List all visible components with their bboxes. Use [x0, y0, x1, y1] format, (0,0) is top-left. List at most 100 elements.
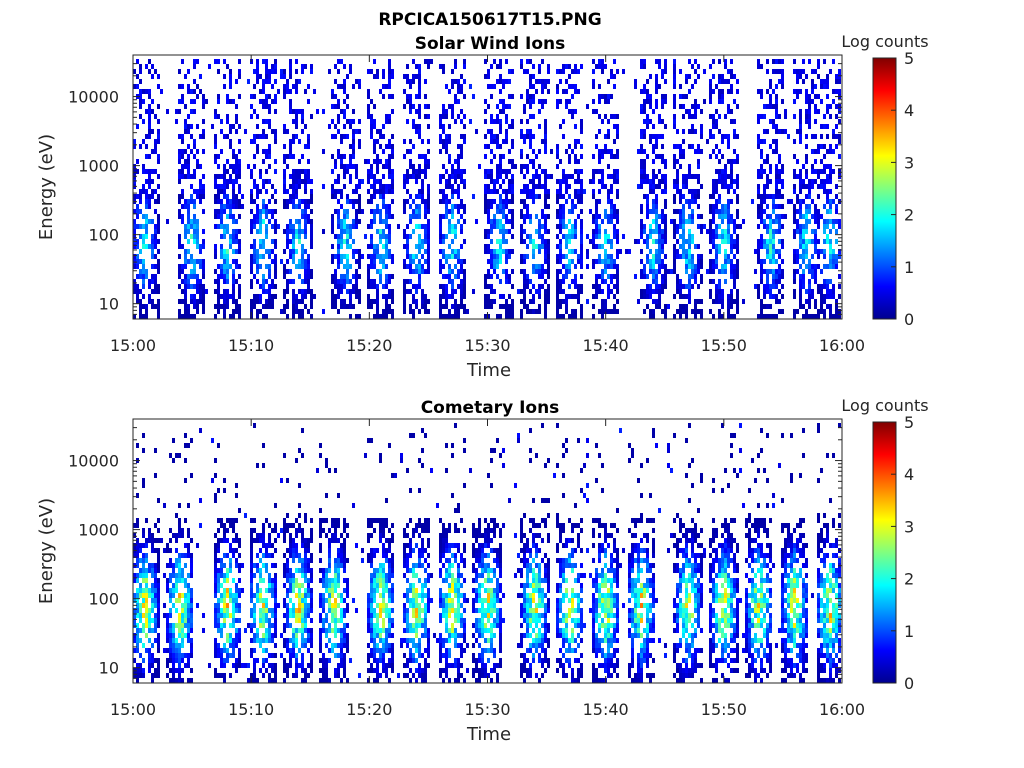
- heatmap-cell: [346, 119, 349, 124]
- heatmap-cell: [235, 204, 238, 209]
- heatmap-cell: [424, 59, 427, 64]
- heatmap-cell: [598, 149, 601, 154]
- heatmap-cell: [148, 588, 151, 593]
- heatmap-cell: [652, 309, 655, 314]
- heatmap-cell: [799, 124, 802, 129]
- heatmap-cell: [151, 234, 154, 239]
- heatmap-cell: [658, 244, 661, 249]
- heatmap-cell: [169, 598, 172, 603]
- heatmap-cell: [781, 294, 784, 299]
- heatmap-cell: [499, 129, 502, 134]
- heatmap-cell: [142, 164, 145, 169]
- heatmap-cell: [184, 553, 187, 558]
- heatmap-cell: [781, 244, 784, 249]
- heatmap-cell: [172, 623, 175, 628]
- heatmap-cell: [505, 139, 508, 144]
- heatmap-cell: [574, 309, 577, 314]
- heatmap-cell: [613, 124, 616, 129]
- heatmap-cell: [478, 164, 481, 169]
- heatmap-cell: [661, 229, 664, 234]
- heatmap-cell: [136, 613, 139, 618]
- heatmap-cell: [457, 174, 460, 179]
- heatmap-cell: [721, 99, 724, 104]
- heatmap-cell: [133, 618, 136, 623]
- heatmap-cell: [223, 304, 226, 309]
- heatmap-cell: [229, 199, 232, 204]
- heatmap-cell: [613, 284, 616, 289]
- heatmap-cell: [187, 154, 190, 159]
- heatmap-cell: [184, 284, 187, 289]
- heatmap-cell: [448, 179, 451, 184]
- heatmap-cell: [217, 69, 220, 74]
- heatmap-cell: [202, 119, 205, 124]
- heatmap-cell: [187, 533, 190, 538]
- heatmap-cell: [568, 294, 571, 299]
- heatmap-cell: [793, 209, 796, 214]
- heatmap-cell: [673, 94, 676, 99]
- heatmap-cell: [655, 284, 658, 289]
- heatmap-cell: [463, 309, 466, 314]
- heatmap-cell: [760, 219, 763, 224]
- heatmap-cell: [412, 214, 415, 219]
- heatmap-cell: [181, 568, 184, 573]
- heatmap-cell: [418, 69, 421, 74]
- heatmap-cell: [793, 174, 796, 179]
- heatmap-cell: [355, 284, 358, 289]
- heatmap-cell: [154, 638, 157, 643]
- heatmap-cell: [403, 154, 406, 159]
- heatmap-cell: [808, 304, 811, 309]
- heatmap-cell: [802, 164, 805, 169]
- heatmap-cell: [178, 578, 181, 583]
- heatmap-cell: [580, 209, 583, 214]
- heatmap-cell: [664, 199, 667, 204]
- heatmap-cell: [646, 234, 649, 239]
- heatmap-cell: [529, 309, 532, 314]
- heatmap-cell: [820, 249, 823, 254]
- heatmap-cell: [445, 214, 448, 219]
- heatmap-cell: [757, 239, 760, 244]
- heatmap-cell: [136, 623, 139, 628]
- heatmap-cell: [295, 124, 298, 129]
- heatmap-cell: [256, 214, 259, 219]
- heatmap-cell: [736, 289, 739, 294]
- heatmap-cell: [217, 264, 220, 269]
- heatmap-cell: [373, 59, 376, 64]
- heatmap-cell: [532, 64, 535, 69]
- heatmap-cell: [508, 79, 511, 84]
- heatmap-cell: [769, 249, 772, 254]
- heatmap-cell: [499, 64, 502, 69]
- heatmap-cell: [688, 89, 691, 94]
- heatmap-cell: [541, 209, 544, 214]
- heatmap-cell: [352, 164, 355, 169]
- heatmap-cell: [262, 284, 265, 289]
- heatmap-cell: [373, 249, 376, 254]
- heatmap-cell: [259, 264, 262, 269]
- heatmap-cell: [448, 209, 451, 214]
- heatmap-cell: [307, 309, 310, 314]
- heatmap-cell: [502, 269, 505, 274]
- heatmap-cell: [712, 234, 715, 239]
- heatmap-cell: [418, 284, 421, 289]
- heatmap-cell: [658, 179, 661, 184]
- heatmap-cell: [643, 289, 646, 294]
- heatmap-cell: [292, 189, 295, 194]
- heatmap-cell: [814, 109, 817, 114]
- heatmap-cell: [265, 214, 268, 219]
- heatmap-cell: [214, 653, 217, 658]
- heatmap-cell: [307, 99, 310, 104]
- heatmap-cell: [556, 284, 559, 289]
- heatmap-cell: [211, 124, 214, 129]
- heatmap-cell: [193, 189, 196, 194]
- heatmap-cell: [532, 149, 535, 154]
- heatmap-cell: [838, 74, 841, 79]
- heatmap-cell: [520, 164, 523, 169]
- heatmap-cell: [499, 89, 502, 94]
- heatmap-cell: [673, 314, 676, 319]
- heatmap-cell: [505, 194, 508, 199]
- heatmap-cell: [388, 234, 391, 239]
- heatmap-cell: [730, 89, 733, 94]
- heatmap-cell: [298, 159, 301, 164]
- heatmap-cell: [838, 154, 841, 159]
- heatmap-cell: [580, 169, 583, 174]
- heatmap-cell: [592, 84, 595, 89]
